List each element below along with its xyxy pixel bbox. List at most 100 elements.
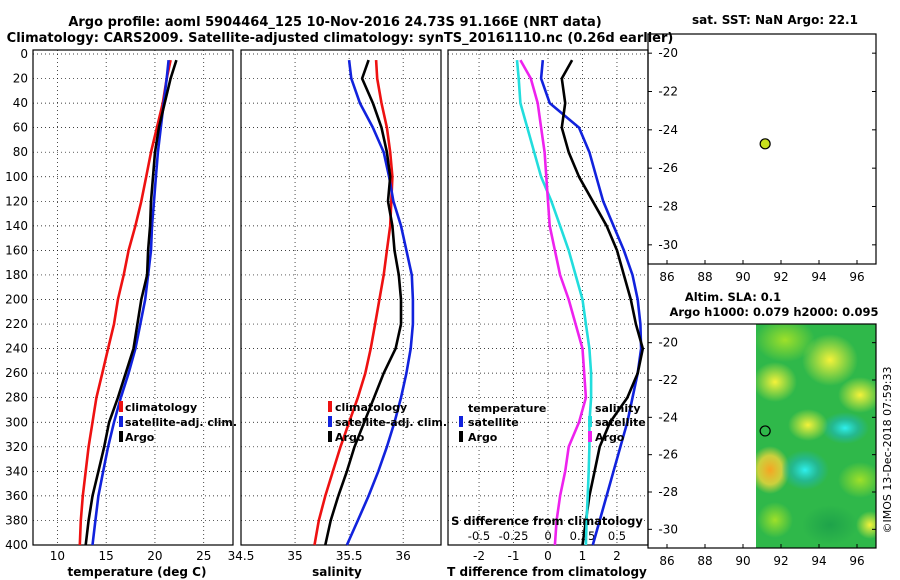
depth-tick-label: 400 (5, 538, 28, 552)
chart-title: Argo profile: aoml 5904464_125 10-Nov-20… (68, 15, 601, 30)
top-tick-label: 0.5 (608, 529, 626, 543)
map-x-tick-label: 92 (773, 270, 788, 284)
legend-label-satellite: satellite-adj. clim. (125, 416, 237, 429)
profile-lines (78, 59, 645, 546)
depth-tick-label: 80 (13, 145, 28, 159)
legend-label-argo: Argo (125, 431, 155, 444)
depth-tick-label: 220 (5, 317, 28, 331)
difference-xlabel: T difference from climatology (447, 565, 647, 579)
map-y-tick-label: -24 (658, 123, 678, 137)
depth-tick-label: 320 (5, 440, 28, 454)
legend-swatch-t-argo (459, 431, 463, 442)
map-y-tick-label: -22 (658, 85, 678, 99)
x-tick-label: -2 (473, 549, 485, 563)
series-line-t-argo (560, 59, 645, 546)
map-y-tick-label: -26 (658, 161, 678, 175)
legend-title-salinity: salinity (595, 402, 641, 415)
x-tick-label: 35 (287, 549, 302, 563)
temperature-legend: climatology satellite-adj. clim. Argo (119, 401, 237, 444)
depth-axis: 0 20 40 60 80 100 120 140 160 180 200 220 240 260 280 3… (5, 47, 28, 552)
gridlines (33, 50, 648, 546)
legend-title-temperature: temperature (468, 402, 546, 415)
legend-label-t-satellite: satellite (468, 416, 519, 429)
series-line-satellite-adj-clim- (345, 59, 415, 546)
difference-legend-salinity: salinity satellite Argo (588, 402, 646, 444)
legend-swatch-satellite (328, 416, 332, 427)
legend-label-climatology: climatology (125, 401, 197, 414)
legend-swatch-t-satellite (459, 416, 463, 427)
depth-tick-label: 40 (13, 96, 28, 110)
legend-label-s-satellite: satellite (595, 416, 646, 429)
legend-label-satellite: satellite-adj. clim. (335, 416, 447, 429)
x-tick-label: 20 (147, 549, 162, 563)
legend-swatch-argo (328, 431, 332, 442)
sst-map-title: sat. SST: NaN Argo: 22.1 (692, 13, 858, 27)
map-y-tick-label: -20 (658, 336, 678, 350)
map-y-tick-label: -20 (658, 46, 678, 60)
depth-tick-label: 200 (5, 293, 28, 307)
legend-swatch-climatology (119, 401, 123, 412)
depth-tick-label: 360 (5, 489, 28, 503)
chart-subtitle: Climatology: CARS2009. Satellite-adjuste… (7, 31, 674, 46)
sla-map-axes: 86 88 90 92 94 96 -20 -22 -24 -26 -28 -30 (648, 336, 876, 568)
x-tick-label: 36 (396, 549, 411, 563)
x-tick-label: 34.5 (228, 549, 255, 563)
map-x-tick-label: 94 (811, 270, 826, 284)
series-line-argo (84, 59, 178, 546)
x-tick-label: 10 (50, 549, 65, 563)
legend-swatch-s-satellite (588, 416, 592, 427)
depth-tick-label: 100 (5, 170, 28, 184)
x-axes: 10 15 20 25 34.5 35 35.5 36 -2 -1 0 1 2-0.5 -0.25 0 0.2… (50, 529, 626, 563)
sla-heatmap (756, 324, 876, 548)
x-tick-label: 25 (196, 549, 211, 563)
depth-tick-label: 240 (5, 342, 28, 356)
map-x-tick-label: 88 (697, 554, 712, 568)
map-y-tick-label: -24 (658, 410, 678, 424)
x-tick-label: 1 (579, 549, 587, 563)
series-line-s-satellite (515, 59, 593, 546)
map-y-tick-label: -28 (658, 200, 678, 214)
sst-map-axes: 86 88 90 92 94 96 -20 -22 -24 -26 -28 -30 (648, 46, 876, 284)
x-tick-label: 35.5 (336, 549, 363, 563)
depth-tick-label: 380 (5, 513, 28, 527)
map-x-tick-label: 90 (735, 554, 750, 568)
temperature-panel (32, 49, 234, 546)
map-y-tick-label: -30 (658, 238, 678, 252)
salinity-panel (240, 49, 442, 546)
legend-label-argo: Argo (335, 431, 365, 444)
salinity-xlabel: salinity (312, 565, 362, 579)
x-tick-label: 15 (99, 549, 114, 563)
depth-tick-label: 140 (5, 219, 28, 233)
sla-map-title: Altim. SLA: 0.1 (685, 290, 781, 304)
difference-top-label: S difference from climatology (451, 514, 643, 528)
map-x-tick-label: 88 (697, 270, 712, 284)
x-tick-label: 2 (613, 549, 621, 563)
depth-tick-label: 280 (5, 391, 28, 405)
legend-label-s-argo: Argo (595, 431, 625, 444)
series-line-argo (324, 59, 403, 546)
series-line-climatology (313, 60, 394, 546)
series-line-t-satellite (539, 59, 643, 546)
argo-location-marker (759, 425, 771, 437)
salinity-legend: climatology satellite-adj. clim. Argo (328, 401, 447, 444)
series-line-satellite-adj-clim- (91, 59, 170, 546)
map-x-tick-label: 94 (811, 554, 826, 568)
depth-tick-label: 300 (5, 415, 28, 429)
legend-label-t-argo: Argo (468, 431, 498, 444)
map-x-tick-label: 86 (659, 554, 674, 568)
temperature-xlabel: temperature (deg C) (68, 565, 207, 579)
legend-swatch-climatology (328, 401, 332, 412)
legend-label-climatology: climatology (335, 401, 407, 414)
argo-location-marker (759, 138, 771, 150)
x-tick-label: -1 (508, 549, 520, 563)
sst-map-panel (647, 33, 877, 265)
top-tick-label: -0.25 (499, 529, 529, 543)
map-y-tick-label: -26 (658, 448, 678, 462)
depth-tick-label: 0 (20, 47, 28, 61)
series-line-climatology (78, 59, 172, 546)
map-x-tick-label: 92 (773, 554, 788, 568)
map-x-tick-label: 86 (659, 270, 674, 284)
legend-swatch-satellite (119, 416, 123, 427)
depth-tick-label: 340 (5, 464, 28, 478)
